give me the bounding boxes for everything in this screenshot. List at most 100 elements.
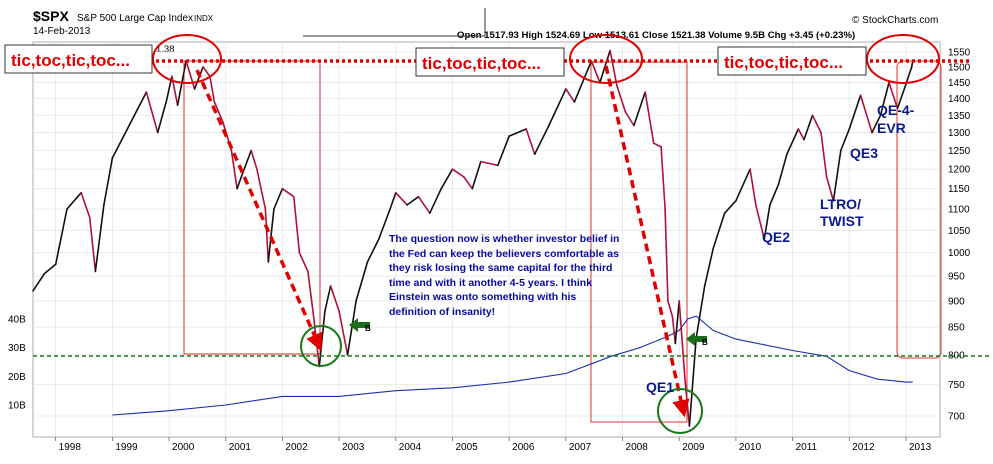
price-segment xyxy=(213,101,224,123)
price-segment xyxy=(848,94,862,130)
x-tick-label: 2009 xyxy=(682,442,705,453)
decline-arrow-2000 xyxy=(195,69,323,352)
price-segment xyxy=(338,310,349,356)
volume-tick-label: 10B xyxy=(8,401,26,412)
chart-date: 14-Feb-2013 xyxy=(33,26,91,37)
x-tick-label: 2007 xyxy=(569,442,592,453)
y-tick-label: 1050 xyxy=(948,226,971,237)
price-segment xyxy=(54,208,68,266)
watermark: © StockCharts.com xyxy=(852,15,938,26)
symbol: $SPX xyxy=(33,8,69,24)
price-segment xyxy=(688,337,698,427)
peak-circle-2000 xyxy=(152,34,222,84)
y-tick-label: 1400 xyxy=(948,94,971,105)
price-segment xyxy=(723,200,737,214)
price-segment xyxy=(678,300,686,380)
qe1-label: QE1 xyxy=(646,379,674,395)
header-bracket xyxy=(303,8,486,37)
price-segment xyxy=(281,187,295,198)
price-segment xyxy=(406,195,420,206)
price-segment xyxy=(616,84,627,113)
price-segment xyxy=(292,195,301,254)
price-segment xyxy=(346,300,357,356)
index-name: S&P 500 Large Cap Index xyxy=(77,13,193,24)
price-segment xyxy=(377,208,391,240)
y-tick-label: 1150 xyxy=(948,184,970,195)
price-segment xyxy=(811,114,822,134)
x-tick-label: 1999 xyxy=(115,442,138,453)
svg-text:tic,toc,tic,toc...: tic,toc,tic,toc... xyxy=(724,53,843,72)
price-segment xyxy=(236,172,244,190)
series-layer xyxy=(32,49,914,427)
y-tick-label: 1200 xyxy=(948,165,971,176)
y-tick-label: 1100 xyxy=(948,205,970,216)
y-tick-label: 700 xyxy=(948,412,965,423)
price-segment xyxy=(451,168,465,178)
price-segment xyxy=(777,153,788,186)
price-segment xyxy=(111,135,125,159)
price-segment xyxy=(32,272,46,292)
price-segment xyxy=(66,191,82,210)
y-tick-label: 750 xyxy=(948,380,965,391)
price-segment xyxy=(264,208,270,263)
price-segment xyxy=(763,204,771,240)
x-tick-label: 2005 xyxy=(455,442,478,453)
price-segment xyxy=(185,60,196,90)
x-tick-label: 1998 xyxy=(59,442,82,453)
price-segment xyxy=(94,204,105,273)
x-tick-label: 2006 xyxy=(512,442,535,453)
price-segment xyxy=(674,300,681,345)
y-tick-label: 1450 xyxy=(948,78,971,89)
y-axis-left: 40B 30B 20B 10B xyxy=(8,315,26,412)
buy-arrow-2009: B xyxy=(686,332,708,347)
svg-text:tic,toc,tic,toc...: tic,toc,tic,toc... xyxy=(422,54,541,73)
x-tick-label: 2013 xyxy=(909,442,932,453)
y-tick-label: 1000 xyxy=(948,248,971,259)
price-segment xyxy=(769,183,780,206)
volume-tick-label: 20B xyxy=(8,372,26,383)
x-axis: 1998 1999 2000 2001 2002 2003 2004 2005 2006 2007… xyxy=(55,437,932,453)
price-segment xyxy=(394,191,408,206)
svg-text:B: B xyxy=(365,324,371,333)
price-segment xyxy=(609,49,618,87)
y-tick-label: 1500 xyxy=(948,63,971,74)
price-segment xyxy=(428,187,443,214)
price-segment xyxy=(754,204,766,240)
x-tick-label: 2011 xyxy=(796,442,818,453)
bottom-circle-2002 xyxy=(300,325,342,367)
svg-text:tic,toc,tic,toc...: tic,toc,tic,toc... xyxy=(11,51,130,70)
y-axis-right: 1550 1500 1450 1400 1350 1300 1250 1200 1150 1100… xyxy=(948,48,971,423)
exchange: INDX xyxy=(194,14,214,23)
price-segment xyxy=(88,216,97,273)
price-segment xyxy=(256,168,267,210)
price-segment xyxy=(735,168,751,202)
price-segment xyxy=(803,114,814,141)
tic-toc-label-1: tic,toc,tic,toc... xyxy=(4,44,153,74)
price-segment xyxy=(389,191,397,210)
price-segment xyxy=(508,128,528,137)
price-segment xyxy=(533,124,550,155)
buy-arrow-2003: B xyxy=(349,318,371,333)
y-tick-label: 1550 xyxy=(948,48,971,59)
ltro-label-line2: TWIST xyxy=(820,213,864,229)
price-segment xyxy=(902,66,913,93)
price-segment xyxy=(250,149,258,170)
x-tick-label: 2000 xyxy=(172,442,195,453)
price-segment xyxy=(355,261,369,302)
price-segment xyxy=(832,149,842,202)
price-segment xyxy=(749,168,757,206)
price-segment xyxy=(896,91,905,110)
price-segment xyxy=(590,60,601,84)
svg-text:B: B xyxy=(702,338,708,347)
price-segment xyxy=(417,195,431,214)
peak-circle-2007 xyxy=(569,34,643,84)
price-segment xyxy=(298,251,309,273)
plot-frame xyxy=(32,41,941,438)
price-segment xyxy=(329,285,340,313)
x-tick-label: 2004 xyxy=(399,442,422,453)
x-tick-label: 2012 xyxy=(852,442,875,453)
price-segment xyxy=(660,146,666,210)
price-segment xyxy=(202,66,211,78)
qe4-label-line2: EVR xyxy=(877,120,906,136)
